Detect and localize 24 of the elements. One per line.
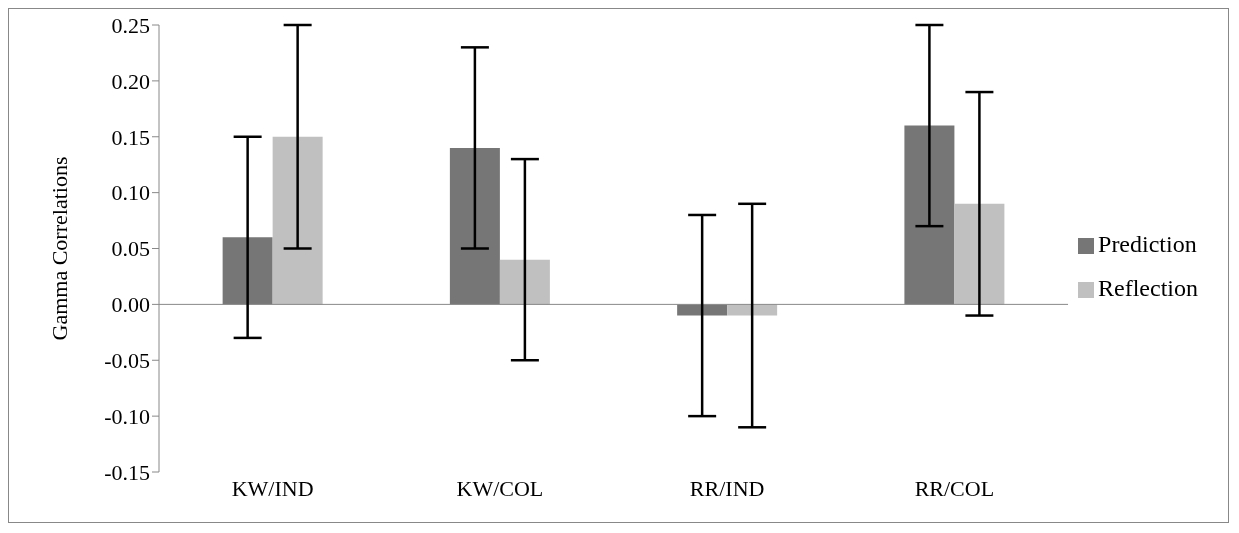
y-tick-label: -0.15 — [104, 459, 150, 485]
legend-label: Reflection — [1098, 274, 1198, 301]
x-tick-label: RR/COL — [914, 475, 995, 501]
x-tick-label: KW/COL — [456, 475, 544, 501]
y-tick-label: 0.10 — [111, 180, 150, 206]
y-tick-label: 0.00 — [111, 292, 150, 318]
bar — [954, 203, 1005, 305]
y-tick-label: 0.25 — [111, 12, 150, 38]
bar — [677, 304, 728, 316]
x-tick-label: RR/IND — [689, 475, 765, 501]
bar — [272, 136, 323, 305]
bar — [727, 304, 778, 316]
bar — [499, 259, 550, 305]
bar — [449, 147, 500, 305]
y-tick-label: -0.05 — [104, 348, 150, 374]
bar — [222, 237, 273, 305]
x-tick-label: KW/IND — [231, 475, 314, 501]
legend-label: Prediction — [1098, 230, 1197, 257]
y-tick-label: 0.05 — [111, 236, 150, 262]
y-tick-label: -0.10 — [104, 403, 150, 429]
y-tick-label: 0.20 — [111, 68, 150, 94]
y-axis-title: Gamma Correlations — [46, 156, 72, 341]
y-tick-label: 0.15 — [111, 124, 150, 150]
bar — [904, 125, 955, 305]
